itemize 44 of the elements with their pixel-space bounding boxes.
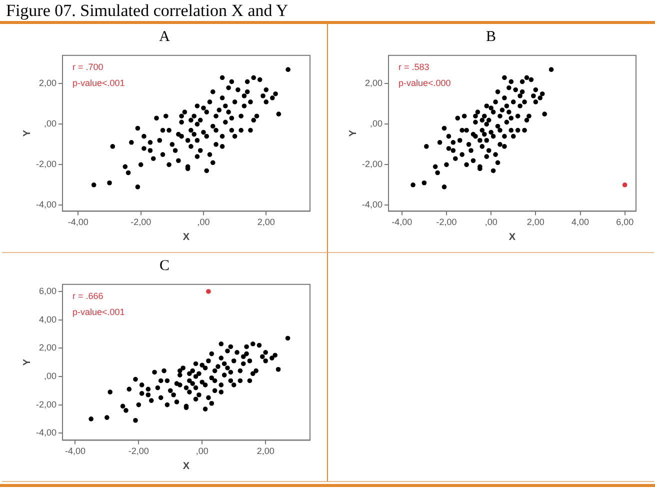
y-tick-label: ,00	[44, 370, 57, 381]
chart-subtitle: C	[158, 257, 170, 276]
x-axis-title: X	[182, 232, 190, 243]
annotation: r = .583	[398, 62, 430, 72]
y-tick-label: -4,00	[36, 428, 57, 438]
y-tick-label: -4,00	[36, 200, 57, 210]
y-tick-label: 6,00	[38, 286, 57, 296]
chart-subtitle: A	[158, 28, 171, 47]
y-axis-title: Y	[22, 358, 33, 366]
y-tick-label: ,00	[370, 118, 383, 129]
y-tick-label: -2,00	[362, 159, 383, 170]
y-tick-label: 2,00	[38, 78, 57, 88]
x-tick-label: 2,00	[257, 217, 275, 228]
y-tick-label: 4,00	[38, 314, 57, 324]
y-tick-label: -2,00	[36, 159, 57, 170]
y-tick-label: ,00	[44, 118, 57, 129]
annotation: p-value<.001	[72, 78, 125, 88]
y-tick-label: -4,00	[362, 200, 383, 210]
x-tick-label: -2,00	[128, 446, 149, 456]
annotation: p-value<.000	[398, 78, 451, 88]
x-tick-label: ,00	[484, 217, 498, 228]
annotation: r = .700	[72, 62, 104, 72]
y-axis-title: Y	[348, 130, 359, 137]
y-axis-title: Y	[22, 130, 33, 137]
x-tick-label: -4,00	[392, 217, 412, 228]
y-tick-label: 2,00	[364, 78, 383, 88]
x-tick-label: -4,00	[64, 446, 86, 456]
x-tick-label: 2,00	[526, 217, 544, 228]
x-axis-title: X	[182, 460, 190, 472]
chart-title: Figure 07. Simulated correlation X and Y	[0, 0, 655, 24]
x-tick-label: -2,00	[130, 217, 152, 228]
y-tick-label: 2,00	[38, 342, 57, 353]
chart-subtitle: B	[484, 28, 497, 47]
x-tick-label: -2,00	[436, 217, 457, 228]
x-tick-label: ,00	[197, 217, 210, 228]
annotation: p-value<.001	[72, 306, 125, 317]
x-axis-title: X	[508, 232, 516, 243]
x-tick-label: ,00	[196, 446, 208, 456]
x-tick-label: -4,00	[68, 217, 88, 228]
annotation: r = .666	[72, 290, 104, 301]
x-tick-label: 4,00	[571, 217, 590, 228]
x-tick-label: 2,00	[256, 446, 274, 456]
x-tick-label: 6,00	[616, 217, 634, 228]
y-tick-label: -2,00	[36, 399, 57, 410]
